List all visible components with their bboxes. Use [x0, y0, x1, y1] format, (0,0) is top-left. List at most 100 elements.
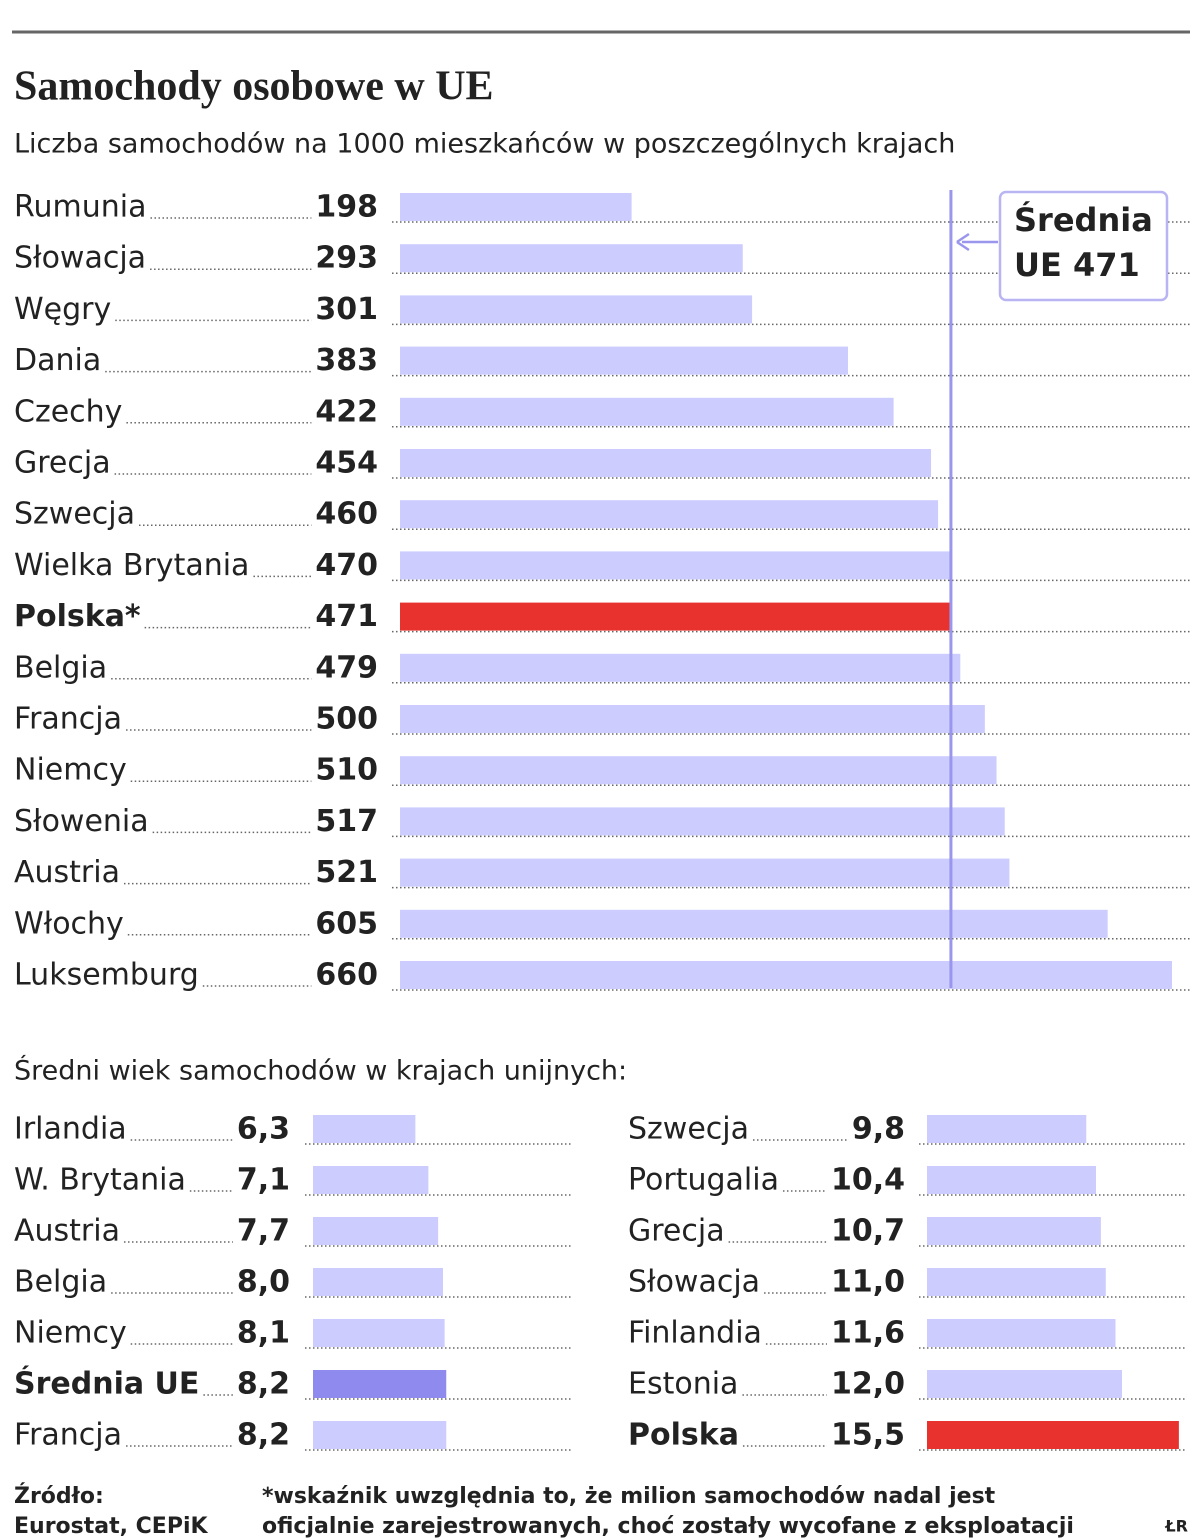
- bar: [400, 705, 985, 733]
- value-label: 383: [315, 343, 378, 378]
- value-label: 422: [315, 394, 378, 429]
- bar: [400, 346, 848, 375]
- category-label: Irlandia: [14, 1112, 127, 1147]
- category-label: Średnia UE: [14, 1365, 199, 1402]
- bar: [927, 1421, 1179, 1449]
- value-label: 660: [315, 958, 378, 993]
- category-label: Portugalia: [628, 1163, 779, 1198]
- value-label: 500: [315, 702, 378, 737]
- category-label: Słowenia: [14, 804, 149, 839]
- value-label: 198: [315, 190, 378, 225]
- category-label: Belgia: [14, 1265, 107, 1300]
- value-label: 8,1: [237, 1316, 290, 1351]
- bar: [400, 858, 1010, 887]
- category-label: Słowacja: [628, 1265, 760, 1300]
- category-label: Grecja: [628, 1214, 725, 1249]
- footnote: oficjalnie zarejestrowanych, choć został…: [262, 1514, 1074, 1539]
- value-label: 7,1: [237, 1163, 290, 1198]
- arrow-head: [956, 232, 970, 252]
- bar: [313, 1166, 429, 1194]
- chart-title: Samochody osobowe w UE: [14, 64, 494, 110]
- category-label: Francja: [14, 702, 122, 737]
- bar: [400, 244, 743, 273]
- bar: [927, 1115, 1087, 1143]
- bar: [313, 1370, 447, 1398]
- category-label: Austria: [14, 1214, 120, 1249]
- bar: [313, 1268, 443, 1296]
- category-label: Włochy: [14, 906, 124, 941]
- source: Eurostat, CEPiK: [14, 1514, 208, 1539]
- value-label: 8,0: [237, 1265, 290, 1300]
- annotation: UE 471: [1014, 246, 1140, 284]
- value-label: 9,8: [852, 1112, 905, 1147]
- category-label: Austria: [14, 855, 120, 890]
- value-label: 11,0: [831, 1265, 905, 1300]
- value-label: 6,3: [237, 1112, 290, 1147]
- value-label: 8,2: [237, 1418, 290, 1453]
- bar: [927, 1319, 1116, 1347]
- category-label: Dania: [14, 343, 101, 378]
- value-label: 471: [315, 599, 378, 634]
- category-label: Szwecja: [14, 497, 135, 532]
- value-label: 517: [315, 804, 378, 839]
- bar: [400, 961, 1172, 989]
- category-label: Czechy: [14, 394, 122, 429]
- category-label: Niemcy: [14, 753, 127, 788]
- value-label: 7,7: [237, 1214, 290, 1249]
- value-label: 510: [315, 753, 378, 788]
- value-label: 15,5: [831, 1418, 905, 1453]
- bar: [400, 602, 951, 631]
- category-label: Belgia: [14, 650, 107, 685]
- value-label: 521: [315, 855, 378, 890]
- category-label: W. Brytania: [14, 1163, 186, 1198]
- bar: [400, 909, 1108, 938]
- category-label: Luksemburg: [14, 958, 199, 993]
- bar: [400, 807, 1005, 836]
- category-label: Grecja: [14, 446, 111, 481]
- category-label: Wielka Brytania: [14, 548, 249, 583]
- bar: [400, 653, 961, 682]
- footnote: *wskaźnik uwzględnia to, że milion samoc…: [262, 1484, 996, 1509]
- category-label: Szwecja: [628, 1112, 749, 1147]
- value-label: 454: [315, 446, 378, 481]
- bar: [400, 449, 932, 477]
- bar: [400, 551, 950, 580]
- annotation: Średnia: [1014, 200, 1153, 239]
- category-label: Estonia: [628, 1367, 738, 1402]
- bar: [313, 1217, 439, 1245]
- bar: [400, 193, 632, 221]
- source-label: Źródło:: [14, 1483, 104, 1509]
- category-label: Finlandia: [628, 1316, 762, 1351]
- bar: [313, 1421, 447, 1449]
- category-label: Francja: [14, 1418, 122, 1453]
- chart-subtitle: Liczba samochodów na 1000 mieszkańców w …: [14, 129, 955, 160]
- bar: [927, 1370, 1122, 1398]
- bar: [313, 1319, 445, 1347]
- bar: [927, 1166, 1096, 1194]
- value-label: 10,4: [831, 1163, 905, 1198]
- category-label: Polska: [628, 1418, 739, 1453]
- credit: ŁR: [1164, 1517, 1188, 1536]
- bar: [400, 756, 997, 785]
- value-label: 10,7: [831, 1214, 905, 1249]
- category-label: Polska*: [14, 599, 141, 634]
- value-label: 460: [315, 497, 378, 532]
- value-label: 470: [315, 548, 378, 583]
- category-label: Niemcy: [14, 1316, 127, 1351]
- value-label: 11,6: [831, 1316, 905, 1351]
- value-label: 12,0: [831, 1367, 905, 1402]
- bar: [400, 295, 753, 324]
- value-label: 301: [315, 292, 378, 327]
- annotation-box: [998, 190, 1169, 302]
- category-label: Węgry: [14, 292, 111, 327]
- bar: [400, 500, 939, 529]
- bar: [400, 397, 894, 426]
- bar: [927, 1268, 1106, 1296]
- value-label: 605: [315, 906, 378, 941]
- value-label: 479: [315, 650, 378, 685]
- bar: [313, 1115, 416, 1143]
- bar: [927, 1217, 1101, 1245]
- category-label: Rumunia: [14, 190, 146, 225]
- value-label: 293: [315, 241, 378, 276]
